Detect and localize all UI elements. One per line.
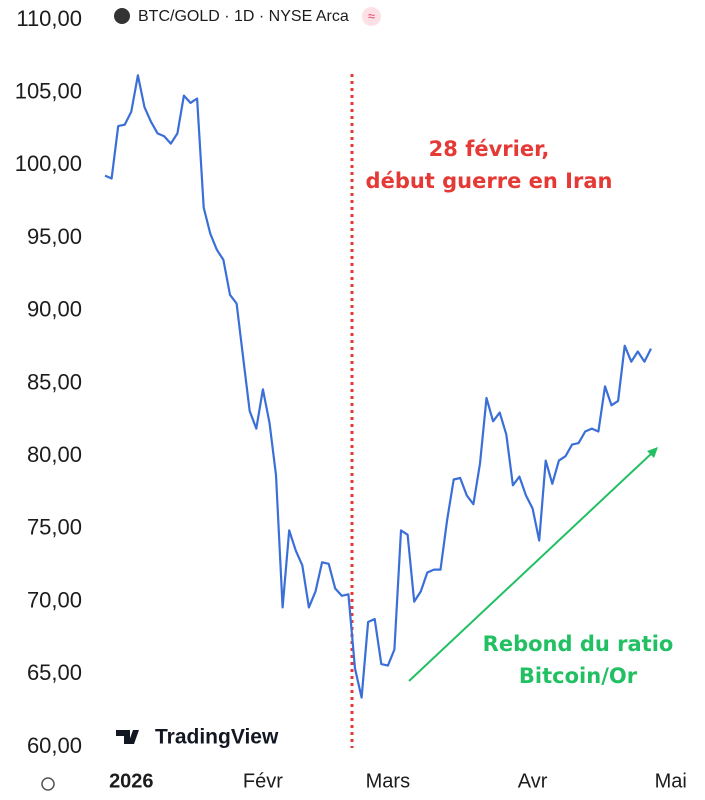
- status-icon: [362, 7, 381, 26]
- chart-title: BTC/GOLD · 1D · NYSE Arca: [138, 8, 349, 25]
- y-tick-label: 70,00: [27, 587, 82, 612]
- y-tick-label: 65,00: [27, 660, 82, 685]
- status-icon-glyph: ≈: [368, 8, 375, 23]
- y-tick-label: 80,00: [27, 442, 82, 467]
- x-tick-label: Févr: [243, 770, 283, 792]
- annotation: 28 février,: [429, 137, 550, 161]
- y-tick-label: 100,00: [15, 151, 82, 176]
- x-tick-label: Mars: [366, 770, 410, 792]
- y-tick-label: 60,00: [27, 733, 82, 758]
- y-tick-label: 105,00: [15, 79, 82, 104]
- x-tick-label: 2026: [109, 770, 154, 792]
- trend-arrow: [408, 452, 653, 682]
- settings-icon[interactable]: [41, 777, 55, 791]
- x-tick-label: Mai: [655, 770, 687, 792]
- y-tick-label: 110,00: [16, 6, 82, 31]
- data-line: [104, 74, 652, 699]
- annotation: début guerre en Iran: [366, 169, 613, 193]
- symbol-icon: [114, 8, 130, 24]
- trend-arrow-head: [647, 447, 658, 458]
- y-tick-label: 75,00: [27, 515, 82, 540]
- y-tick-label: 95,00: [27, 224, 82, 249]
- annotation: Rebond du ratio: [483, 632, 674, 656]
- y-tick-label: 90,00: [27, 297, 82, 322]
- y-tick-label: 85,00: [27, 369, 82, 394]
- logo: [116, 730, 139, 744]
- watermark: TradingView: [155, 726, 279, 749]
- x-tick-label: Avr: [518, 770, 548, 792]
- annotation: Bitcoin/Or: [519, 664, 638, 688]
- logo-icon: [116, 730, 139, 744]
